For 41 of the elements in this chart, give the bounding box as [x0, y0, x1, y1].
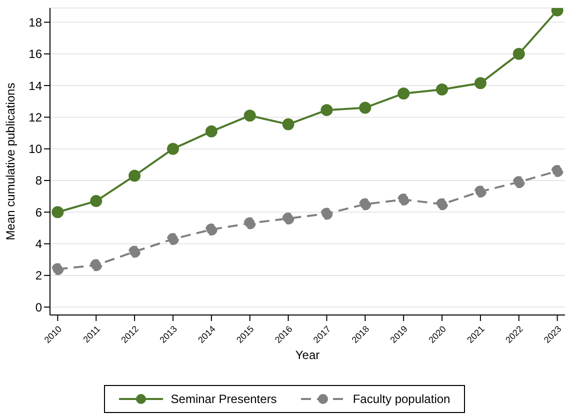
point [90, 259, 102, 272]
point [436, 83, 448, 96]
point [474, 77, 486, 90]
point [90, 195, 102, 208]
point [205, 125, 218, 138]
y-tick-label: 16 [28, 47, 42, 62]
point [52, 263, 64, 276]
point [474, 186, 486, 198]
y-axis-title: Mean cumulative publications [3, 82, 18, 240]
point [359, 102, 372, 114]
point [282, 212, 294, 224]
point [398, 193, 410, 206]
point [512, 176, 525, 188]
y-tick-label: 4 [35, 237, 42, 252]
point [205, 224, 218, 236]
point [398, 87, 410, 100]
point [282, 118, 294, 130]
point [320, 104, 333, 116]
point [436, 198, 448, 210]
y-tick-label: 6 [35, 205, 42, 220]
point [512, 48, 525, 60]
legend-label: Seminar Presenters [170, 392, 277, 406]
y-tick-label: 0 [35, 300, 42, 314]
y-tick-label: 2 [35, 268, 42, 283]
point [320, 208, 333, 220]
y-tick-label: 18 [28, 16, 42, 30]
legend-label: Faculty population [352, 392, 450, 406]
y-tick-label: 8 [35, 174, 42, 188]
point [359, 198, 372, 210]
point [551, 164, 564, 177]
point [128, 170, 141, 182]
point [52, 206, 64, 218]
x-axis-title: Year [295, 348, 320, 362]
point [244, 110, 256, 122]
point [128, 246, 141, 258]
point [244, 217, 256, 230]
point [166, 142, 179, 155]
point [166, 233, 179, 246]
y-tick-label: 12 [28, 110, 42, 124]
y-tick-label: 14 [28, 78, 42, 93]
y-tick-label: 10 [28, 142, 42, 156]
